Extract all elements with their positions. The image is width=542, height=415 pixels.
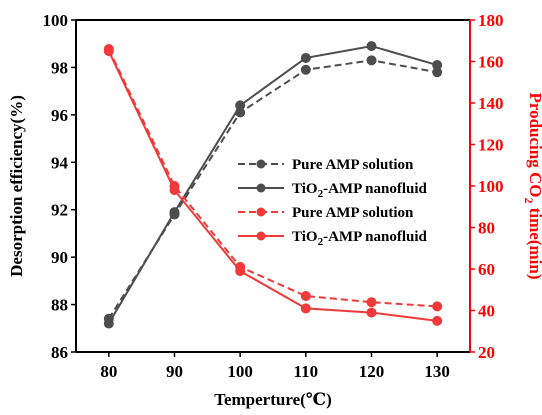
x-axis-ticks: 80 90 100 110 120 130 (100, 352, 450, 381)
data-point (235, 266, 246, 277)
right-tick-label: 160 (478, 53, 504, 72)
series-3 (103, 44, 443, 312)
right-axis-title-main: Producing CO (526, 92, 542, 197)
data-point (169, 185, 180, 196)
data-point (300, 303, 311, 314)
left-tick-label: 88 (51, 296, 68, 315)
right-tick-label: 180 (478, 11, 504, 30)
series-4 (103, 46, 443, 326)
right-tick-label: 60 (478, 260, 495, 279)
data-point (300, 290, 311, 301)
left-tick-label: 94 (51, 153, 69, 172)
series-2 (103, 41, 443, 329)
series-line (107, 50, 438, 322)
series-line (107, 48, 438, 308)
right-axis-title-unit: time(min) (526, 204, 542, 280)
x-tick-label: 120 (359, 362, 385, 381)
legend-marker (256, 183, 266, 193)
right-axis-title-subscript: 2 (522, 198, 536, 204)
legend-marker (256, 207, 266, 217)
x-tick-label: 80 (100, 362, 117, 381)
data-point (169, 207, 180, 218)
left-tick-label: 86 (51, 343, 68, 362)
x-tick-label: 90 (166, 362, 183, 381)
left-tick-label: 92 (51, 201, 68, 220)
data-point (103, 318, 114, 329)
left-tick-label: 98 (51, 58, 68, 77)
legend: Pure AMP solution TiO2-AMP nanofluid Pure … (238, 157, 428, 248)
legend-label: TiO2-AMP nanofluid (292, 181, 428, 200)
left-tick-label: 100 (43, 11, 69, 30)
right-tick-label: 80 (478, 219, 495, 238)
data-point (103, 46, 114, 57)
legend-marker (256, 159, 266, 169)
x-tick-label: 110 (294, 362, 319, 381)
left-axis-title: Desorption efficiency(%) (7, 95, 26, 277)
x-tick-label: 100 (227, 362, 253, 381)
data-point (432, 60, 443, 71)
right-tick-label: 120 (478, 136, 504, 155)
series-layer (103, 41, 443, 329)
data-point (432, 301, 443, 312)
left-axis-ticks: 86 88 90 92 94 96 98 100 (43, 11, 76, 362)
data-point (366, 297, 377, 308)
right-tick-label: 20 (478, 343, 495, 362)
data-point (366, 307, 377, 318)
x-axis-title: Temperture(℃) (214, 390, 332, 409)
data-point (235, 100, 246, 111)
left-tick-label: 96 (51, 106, 68, 125)
legend-label: TiO2-AMP nanofluid (292, 229, 428, 248)
data-point (300, 52, 311, 63)
right-axis-title: Producing CO2 time(min) (522, 92, 542, 279)
right-tick-label: 140 (478, 94, 504, 113)
right-tick-label: 100 (478, 177, 504, 196)
left-tick-label: 90 (51, 248, 68, 267)
legend-label: Pure AMP solution (292, 205, 414, 221)
data-point (432, 315, 443, 326)
right-axis-ticks: 20 40 60 80 100 120 140 160 180 (470, 11, 504, 362)
series-line (107, 45, 438, 325)
data-point (366, 41, 377, 52)
data-point (366, 55, 377, 66)
legend-label: Pure AMP solution (292, 157, 414, 173)
x-tick-label: 130 (424, 362, 450, 381)
data-point (300, 64, 311, 75)
right-tick-label: 40 (478, 302, 495, 321)
legend-marker (256, 231, 266, 241)
